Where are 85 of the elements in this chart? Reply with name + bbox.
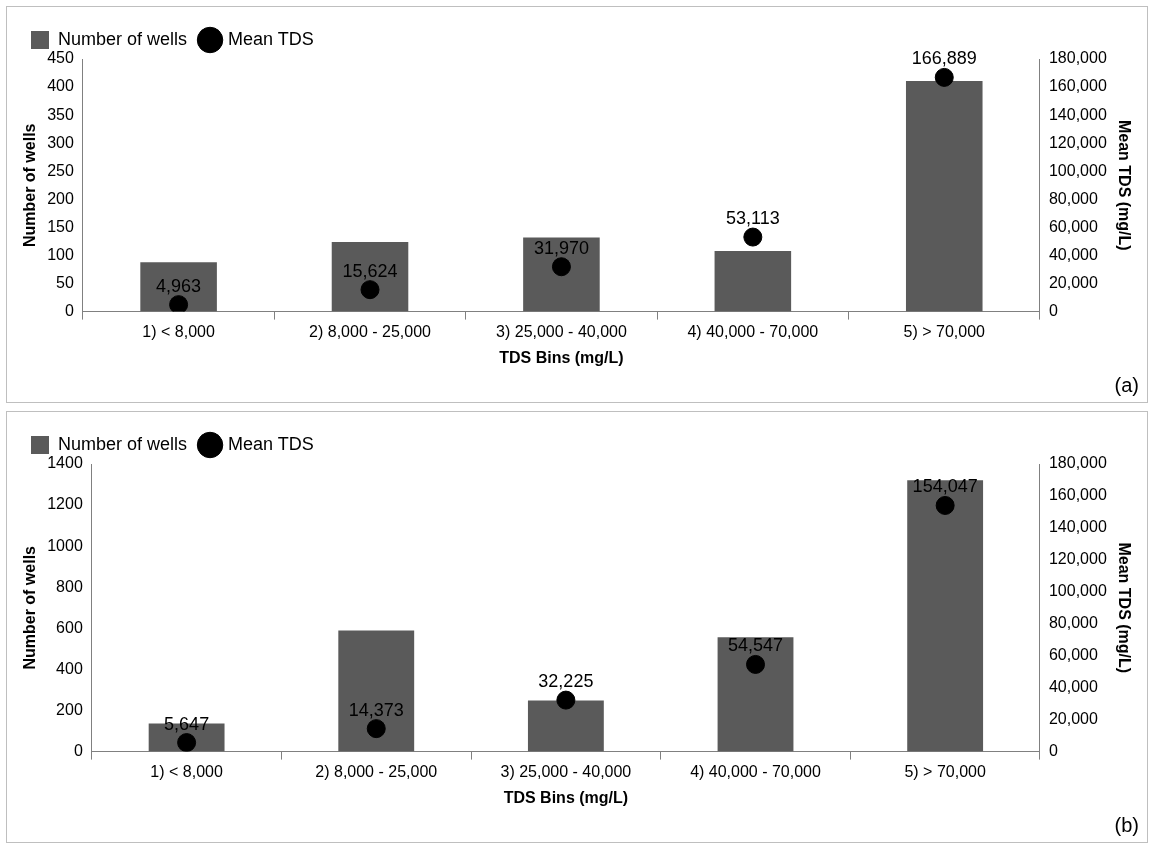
y2-tick-label: 100,000 bbox=[1048, 161, 1107, 179]
y2-tick-label: 80,000 bbox=[1048, 189, 1098, 207]
y-tick-label: 50 bbox=[56, 273, 74, 291]
y2-tick-label: 20,000 bbox=[1048, 273, 1098, 291]
data-label: 4,963 bbox=[156, 275, 202, 296]
y-tick-label: 200 bbox=[56, 700, 83, 718]
y-tick-label: 300 bbox=[47, 133, 74, 151]
legend-label: Number of wells bbox=[58, 433, 188, 454]
text: (a) bbox=[1114, 373, 1139, 396]
data-label: 53,113 bbox=[725, 208, 780, 229]
legend-label: Mean TDS bbox=[228, 28, 314, 49]
x-tick-label: 5) > 70,000 bbox=[903, 322, 986, 340]
y-tick-label: 250 bbox=[47, 161, 74, 179]
y2-tick-label: 140,000 bbox=[1048, 105, 1107, 123]
y2-tick-label: 40,000 bbox=[1048, 245, 1098, 263]
y-axis-title: Number of wells bbox=[21, 123, 39, 248]
y2-tick-label: 180,000 bbox=[1048, 49, 1107, 67]
data-label: 14,373 bbox=[348, 699, 404, 720]
y-tick-label: 1200 bbox=[47, 495, 83, 513]
x-tick-label: 5) > 70,000 bbox=[904, 762, 986, 780]
point bbox=[556, 690, 576, 710]
data-label: 154,047 bbox=[912, 476, 978, 497]
y2-tick-label: 120,000 bbox=[1048, 550, 1107, 568]
x-tick-label: 3) 25,000 - 40,000 bbox=[500, 762, 632, 780]
text: (b) bbox=[1114, 813, 1139, 836]
y2-tick-label: 60,000 bbox=[1048, 646, 1098, 664]
x-tick-label: 2) 8,000 - 25,000 bbox=[315, 762, 438, 780]
y2-tick-label: 100,000 bbox=[1048, 582, 1107, 600]
y-tick-label: 0 bbox=[64, 302, 74, 320]
x-tick-label: 2) 8,000 - 25,000 bbox=[309, 322, 432, 340]
y-tick-label: 400 bbox=[56, 659, 83, 677]
y2-tick-label: 120,000 bbox=[1048, 133, 1107, 151]
bar bbox=[907, 480, 984, 752]
data-label: 54,547 bbox=[727, 635, 784, 656]
y-tick-label: 450 bbox=[47, 49, 74, 67]
data-label: 32,225 bbox=[538, 671, 594, 692]
y-tick-label: 0 bbox=[73, 742, 83, 760]
point bbox=[360, 280, 380, 300]
point bbox=[743, 227, 763, 247]
x-tick-label: 1) < 8,000 bbox=[150, 762, 223, 780]
x-tick-label: 4) 40,000 - 70,000 bbox=[690, 762, 821, 780]
y-tick-label: 150 bbox=[47, 217, 74, 235]
bar bbox=[523, 237, 600, 312]
y-axis-title: Number of wells bbox=[21, 545, 39, 670]
x-axis-title: TDS Bins (mg/L) bbox=[499, 348, 624, 366]
y2-tick-label: 160,000 bbox=[1048, 77, 1107, 95]
bar bbox=[527, 700, 604, 752]
point bbox=[746, 654, 766, 674]
bar bbox=[338, 630, 415, 752]
point bbox=[935, 495, 955, 515]
bar bbox=[905, 80, 983, 312]
legend-label: Number of wells bbox=[58, 28, 188, 49]
data-label: 31,970 bbox=[533, 237, 589, 258]
y2-tick-label: 140,000 bbox=[1048, 518, 1107, 536]
y2-tick-label: 40,000 bbox=[1048, 678, 1098, 696]
bar bbox=[331, 242, 409, 312]
y2-tick-label: 160,000 bbox=[1048, 486, 1107, 504]
x-tick-label: 4) 40,000 - 70,000 bbox=[687, 322, 819, 340]
y2-tick-label: 60,000 bbox=[1048, 217, 1098, 235]
point bbox=[366, 719, 386, 739]
x-tick-label: 3) 25,000 - 40,000 bbox=[496, 322, 627, 340]
y2-tick-label: 0 bbox=[1048, 742, 1058, 760]
y-tick-label: 200 bbox=[47, 189, 74, 207]
bar bbox=[714, 250, 792, 312]
y-tick-label: 600 bbox=[56, 618, 83, 636]
y2-axis-title: Mean TDS (mg/L) bbox=[1115, 542, 1133, 674]
x-axis-title: TDS Bins (mg/L) bbox=[503, 788, 629, 806]
y-tick-label: 1400 bbox=[47, 454, 83, 472]
bar bbox=[717, 637, 794, 752]
point bbox=[934, 67, 954, 87]
y-tick-label: 100 bbox=[47, 245, 74, 263]
data-label: 15,624 bbox=[342, 260, 398, 281]
y2-tick-label: 180,000 bbox=[1048, 454, 1107, 472]
y2-tick-label: 0 bbox=[1048, 302, 1058, 320]
y-tick-label: 800 bbox=[56, 577, 83, 595]
y-tick-label: 1000 bbox=[47, 536, 83, 554]
y2-axis-title: Mean TDS (mg/L) bbox=[1115, 119, 1133, 251]
y2-tick-label: 80,000 bbox=[1048, 614, 1098, 632]
y2-tick-label: 20,000 bbox=[1048, 710, 1098, 728]
point bbox=[169, 295, 189, 312]
y-tick-label: 400 bbox=[47, 77, 74, 95]
x-tick-label: 1) < 8,000 bbox=[142, 322, 215, 340]
y-tick-label: 350 bbox=[47, 105, 74, 123]
data-label: 166,889 bbox=[911, 48, 977, 69]
legend-label: Mean TDS bbox=[228, 433, 314, 454]
